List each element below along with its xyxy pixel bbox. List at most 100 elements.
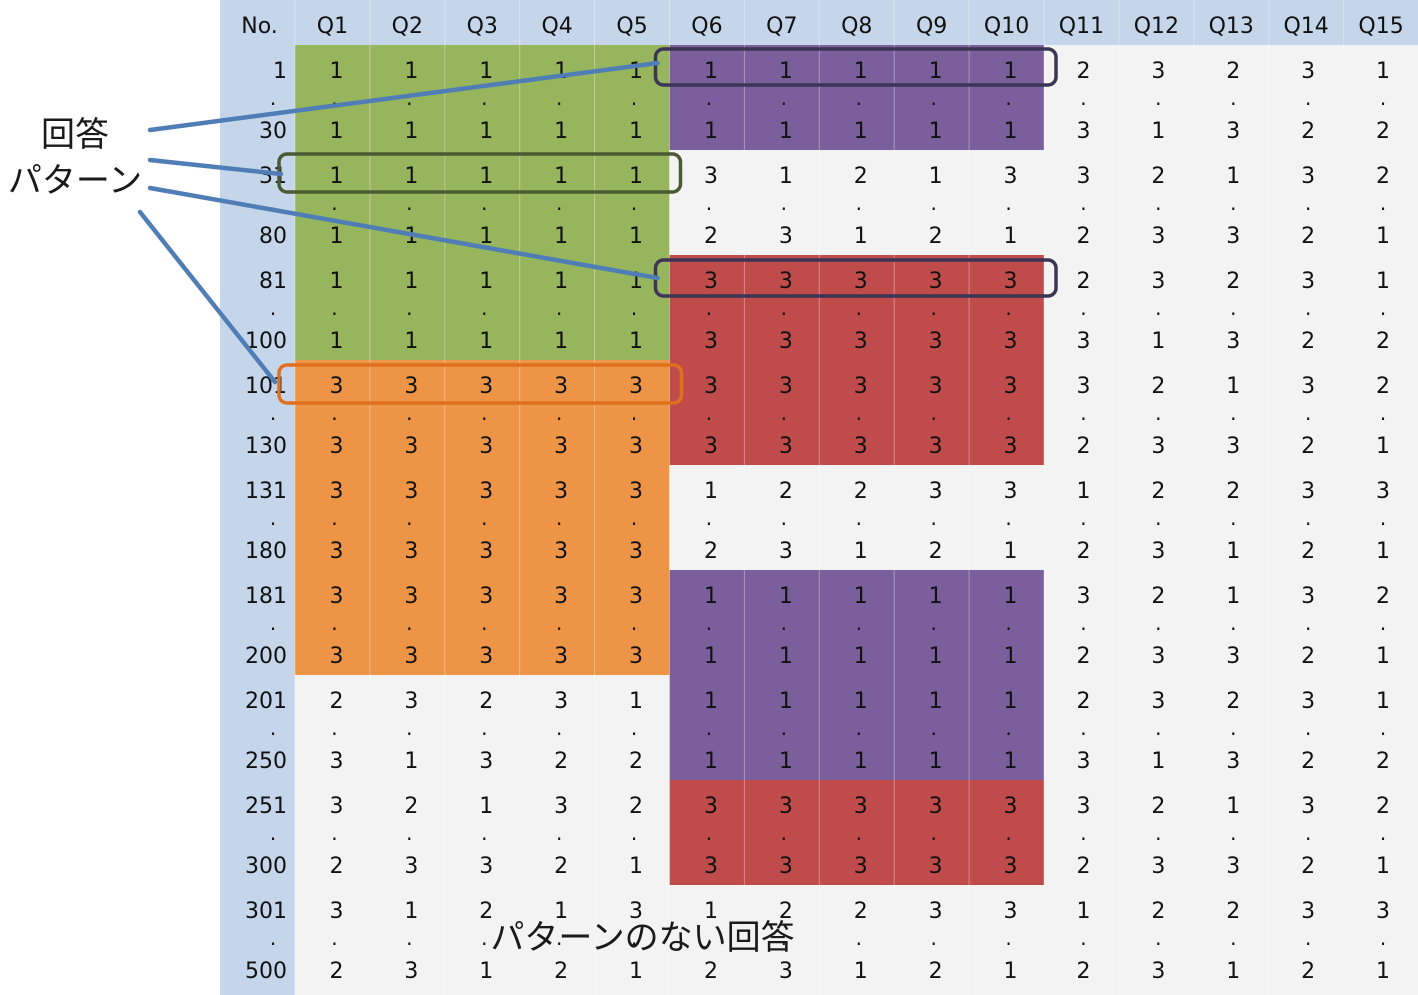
cell-value: 2 (1151, 374, 1165, 399)
cell-value: 3 (554, 584, 568, 609)
callout-line-3 (147, 185, 660, 281)
cell-value: 3 (1151, 269, 1165, 294)
cell-value: 3 (1004, 329, 1018, 354)
cell-value: 3 (554, 374, 568, 399)
cell-value: 1 (779, 59, 793, 84)
cell-value: 3 (329, 479, 343, 504)
header-q4: Q4 (541, 14, 572, 39)
response-pattern-label-line2: パターン (7, 161, 143, 201)
cell-ellipsis: . (781, 716, 787, 740)
cell-value: 3 (1226, 644, 1240, 669)
cell-value: 1 (404, 269, 418, 294)
cell-value: 3 (479, 584, 493, 609)
cell-ellipsis: . (1080, 926, 1086, 950)
cell-ellipsis: . (331, 716, 337, 740)
cell-value: 2 (1376, 329, 1390, 354)
cell-ellipsis: . (1080, 821, 1086, 845)
cell-ellipsis: . (856, 296, 862, 320)
cell-value: 1 (1076, 479, 1090, 504)
cell-value: 3 (329, 584, 343, 609)
row-ellipsis: . (270, 716, 276, 740)
cell-value: 3 (479, 374, 493, 399)
cell-ellipsis: . (930, 506, 936, 530)
row-ellipsis: . (270, 506, 276, 530)
cell-ellipsis: . (1005, 926, 1011, 950)
cell-value: 1 (554, 59, 568, 84)
cell-value: 3 (479, 854, 493, 879)
row-ellipsis: . (270, 191, 276, 215)
row-ellipsis: . (270, 611, 276, 635)
cell-value: 2 (1151, 479, 1165, 504)
cell-value: 3 (1301, 164, 1315, 189)
cell-ellipsis: . (1080, 86, 1086, 110)
cell-ellipsis: . (856, 401, 862, 425)
cell-ellipsis: . (706, 191, 712, 215)
cell-value: 1 (554, 224, 568, 249)
cell-value: 3 (1226, 119, 1240, 144)
cell-value: 3 (779, 959, 793, 984)
cell-value: 1 (479, 224, 493, 249)
cell-ellipsis: . (1080, 401, 1086, 425)
row-ellipsis: . (270, 296, 276, 320)
cell-ellipsis: . (1305, 401, 1311, 425)
highlight-box-row101-q1-q5 (277, 363, 684, 405)
cell-value: 2 (1076, 854, 1090, 879)
cell-value: 3 (1151, 854, 1165, 879)
cell-ellipsis: . (706, 296, 712, 320)
cell-ellipsis: . (481, 821, 487, 845)
cell-ellipsis: . (1380, 926, 1386, 950)
cell-value: 2 (1376, 374, 1390, 399)
cell-value: 1 (1004, 539, 1018, 564)
cell-value: 1 (1376, 59, 1390, 84)
row-number: 301 (245, 899, 287, 924)
cell-ellipsis: . (781, 506, 787, 530)
row-number: 300 (245, 854, 287, 879)
cell-ellipsis: . (631, 611, 637, 635)
cell-ellipsis: . (481, 716, 487, 740)
cell-value: 3 (1004, 434, 1018, 459)
cell-value: 1 (1226, 584, 1240, 609)
cell-ellipsis: . (331, 296, 337, 320)
cell-value: 2 (1301, 749, 1315, 774)
cell-ellipsis: . (1305, 506, 1311, 530)
cell-value: 3 (404, 374, 418, 399)
cell-ellipsis: . (331, 191, 337, 215)
cell-value: 3 (1004, 794, 1018, 819)
cell-ellipsis: . (1305, 86, 1311, 110)
cell-value: 2 (1076, 689, 1090, 714)
cell-value: 2 (1301, 539, 1315, 564)
cell-ellipsis: . (781, 821, 787, 845)
cell-value: 2 (1076, 269, 1090, 294)
cell-value: 2 (704, 224, 718, 249)
cell-value: 1 (404, 59, 418, 84)
pattern-block-red-2 (669, 780, 1044, 885)
cell-value: 1 (629, 329, 643, 354)
cell-ellipsis: . (1080, 191, 1086, 215)
cell-value: 1 (329, 224, 343, 249)
cell-ellipsis: . (406, 716, 412, 740)
pattern-block-green (295, 45, 670, 360)
cell-ellipsis: . (1005, 86, 1011, 110)
cell-ellipsis: . (856, 191, 862, 215)
cell-ellipsis: . (706, 611, 712, 635)
cell-value: 2 (479, 899, 493, 924)
cell-value: 3 (1076, 164, 1090, 189)
cell-value: 1 (854, 644, 868, 669)
cell-ellipsis: . (481, 611, 487, 635)
cell-value: 1 (704, 644, 718, 669)
cell-value: 2 (1076, 59, 1090, 84)
cell-ellipsis: . (631, 86, 637, 110)
cell-value: 3 (554, 539, 568, 564)
cell-ellipsis: . (331, 86, 337, 110)
cell-value: 1 (1376, 689, 1390, 714)
cell-value: 3 (1301, 794, 1315, 819)
cell-value: 3 (404, 479, 418, 504)
cell-ellipsis: . (1230, 296, 1236, 320)
cell-ellipsis: . (856, 86, 862, 110)
cell-value: 3 (1076, 374, 1090, 399)
highlight-box-row1-q6-q10 (653, 47, 1058, 87)
cell-value: 1 (554, 119, 568, 144)
cell-ellipsis: . (556, 86, 562, 110)
cell-value: 3 (629, 374, 643, 399)
cell-value: 1 (704, 749, 718, 774)
